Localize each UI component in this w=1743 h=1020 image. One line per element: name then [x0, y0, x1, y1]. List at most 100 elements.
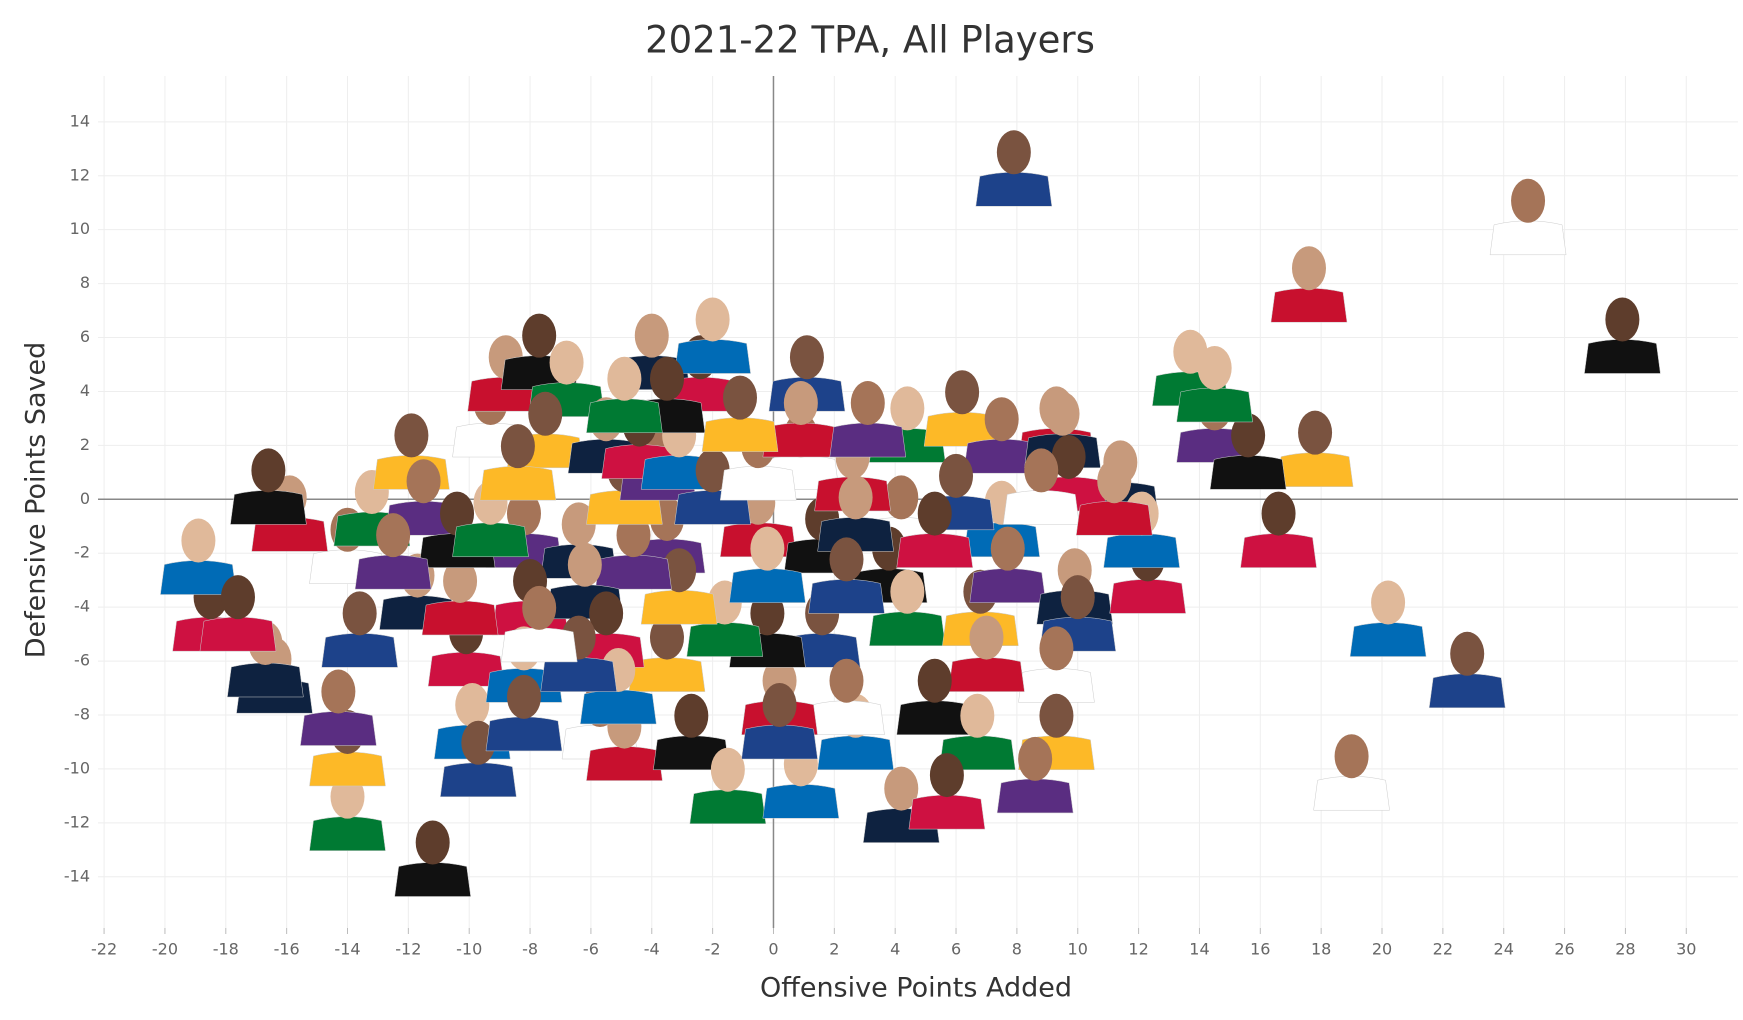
player-jersey — [640, 589, 718, 625]
player-head — [506, 491, 541, 536]
player-jersey — [485, 716, 563, 752]
player-jersey — [729, 568, 806, 603]
player-head — [1024, 448, 1059, 493]
player-head — [1060, 575, 1095, 620]
y-tick-label: 8 — [80, 273, 90, 292]
x-tick-label: -8 — [522, 940, 538, 959]
y-tick-label: 6 — [80, 327, 90, 346]
x-tick-label: -12 — [395, 940, 421, 959]
player-jersey — [309, 751, 386, 787]
player-head — [1039, 693, 1074, 738]
player-jersey — [1075, 501, 1153, 536]
x-tick-label: -4 — [644, 940, 660, 959]
player-head — [1371, 580, 1406, 625]
player-head — [1450, 631, 1485, 676]
player-head — [1018, 736, 1053, 781]
player-jersey — [829, 422, 907, 458]
x-tick-label: 12 — [1128, 940, 1148, 959]
player-jersey — [394, 862, 471, 897]
player-jersey — [741, 724, 818, 760]
player-head — [220, 575, 255, 620]
player-head — [695, 297, 730, 342]
player-head — [1511, 178, 1546, 223]
x-tick-label: 24 — [1494, 940, 1514, 959]
y-tick-label: -14 — [64, 866, 90, 885]
x-tick-label: 18 — [1311, 940, 1331, 959]
x-tick-label: -2 — [705, 940, 721, 959]
chart-title: 2021-22 TPA, All Players — [645, 19, 1095, 62]
player-head — [1097, 459, 1132, 504]
player-head — [917, 491, 952, 536]
player-head — [394, 413, 429, 458]
player-head — [461, 720, 496, 765]
player-jersey — [440, 762, 517, 797]
player-jersey — [199, 616, 277, 652]
player-jersey — [1103, 533, 1180, 568]
player-head — [695, 448, 730, 493]
player-head — [500, 424, 535, 469]
player-head — [251, 448, 286, 493]
player-head — [710, 747, 745, 792]
player-head — [674, 693, 709, 738]
player-head — [829, 658, 864, 703]
player-jersey — [896, 533, 974, 568]
player-jersey — [808, 579, 885, 614]
player-jersey — [869, 611, 946, 647]
y-axis-title: Defensive Points Saved — [21, 342, 52, 658]
player-head — [838, 475, 873, 520]
player-jersey — [1176, 387, 1253, 423]
player-jersey — [1428, 673, 1506, 709]
player-jersey — [719, 465, 797, 501]
player-head — [321, 669, 356, 714]
player-head — [884, 766, 919, 811]
x-tick-label: -18 — [213, 940, 239, 959]
player-head — [549, 340, 584, 385]
player-jersey — [1584, 339, 1661, 374]
x-tick-label: 30 — [1676, 940, 1696, 959]
player-head — [1291, 246, 1326, 291]
y-tick-label: 12 — [70, 165, 90, 184]
player-jersey — [595, 554, 672, 590]
player-jersey — [500, 627, 578, 663]
player-head — [1051, 434, 1086, 479]
player-head — [890, 386, 925, 431]
player-jersey — [1313, 776, 1390, 811]
x-tick-label: 2 — [829, 940, 839, 959]
x-tick-label: -10 — [456, 940, 482, 959]
x-tick-label: -22 — [91, 940, 117, 959]
player-jersey — [1349, 622, 1427, 657]
player-jersey — [996, 778, 1074, 814]
player-head — [528, 391, 563, 436]
player-jersey — [1209, 455, 1287, 490]
player-head — [1605, 297, 1640, 342]
player-head — [996, 130, 1031, 175]
player-jersey — [230, 490, 307, 525]
player-jersey — [1270, 288, 1348, 323]
player-jersey — [321, 633, 398, 668]
y-tick-label: 14 — [70, 111, 90, 130]
player-head — [960, 693, 995, 738]
y-tick-label: -8 — [74, 705, 90, 724]
x-tick-label: 26 — [1554, 940, 1574, 959]
player-jersey — [586, 746, 663, 781]
player-jersey — [479, 465, 557, 501]
x-tick-label: 0 — [768, 940, 778, 959]
y-tick-label: 0 — [80, 489, 90, 508]
player-head — [783, 381, 818, 426]
player-jersey — [762, 784, 840, 819]
x-tick-label: -14 — [334, 940, 360, 959]
player-head — [890, 569, 925, 614]
player-head — [440, 491, 475, 536]
player-jersey — [309, 816, 386, 851]
y-tick-label: 10 — [70, 219, 90, 238]
player-jersey — [1276, 452, 1354, 487]
y-tick-label: -2 — [74, 543, 90, 562]
player-jersey — [1002, 490, 1080, 525]
player-head — [789, 335, 824, 380]
player-head — [969, 615, 1004, 660]
player-jersey — [975, 172, 1053, 207]
y-tick-label: -6 — [74, 651, 90, 670]
player-head — [850, 381, 885, 426]
player-jersey — [586, 398, 663, 434]
x-axis-title: Offensive Points Added — [760, 973, 1072, 1004]
